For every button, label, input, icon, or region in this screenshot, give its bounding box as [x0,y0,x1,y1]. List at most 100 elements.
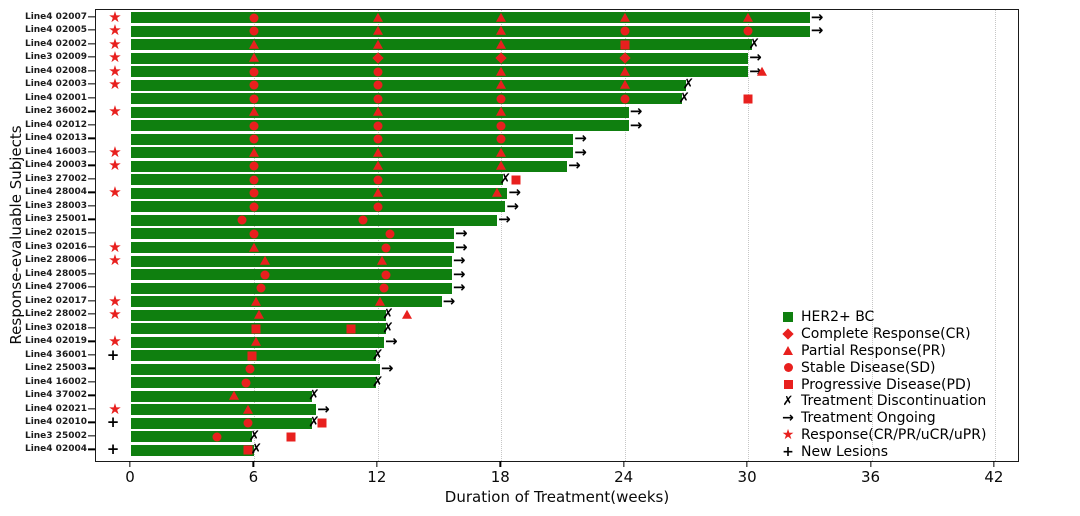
discontinuation-x-icon: ✗ [382,320,394,337]
marker-sd-icon [245,364,255,374]
legend: HER2+ BC Complete Response(CR) Partial Res… [780,309,987,460]
new-lesions-plus-icon: + [106,413,120,432]
subject-label: Line4 28004 [24,187,87,198]
marker-sd-icon [381,243,391,252]
marker-pr-icon [496,106,507,116]
x-tick-label: 12 [367,468,387,486]
ongoing-arrow-icon: → [380,359,394,378]
post-marker-pr-icon [757,66,768,76]
new-lesions-plus-icon: + [106,345,120,364]
marker-pd-icon [346,324,356,334]
y-tick [88,69,95,72]
marker-pr-icon [372,106,383,116]
x-tick [993,461,995,467]
subject-label: Line3 27002 [24,173,87,184]
legend-label: HER2+ BC [801,309,875,326]
marker-pr-icon [619,79,630,89]
y-tick [88,381,95,383]
x-tick [499,461,501,467]
ongoing-arrow-icon: → [508,183,521,202]
x-tick-label: 24 [614,468,634,486]
y-tick [88,218,95,221]
her2-square-shape [783,312,793,323]
treatment-bar [131,174,504,186]
ongoing-arrow-icon: → [629,102,643,121]
response-star-icon: ★ [780,428,796,442]
discontinuation-x-icon: ✗ [248,428,261,445]
subject-label: Line4 02007 [24,11,87,22]
legend-item: → Treatment Ongoing [780,410,986,427]
x-tick [376,461,378,467]
x-tick [746,461,748,467]
subject-label: Line2 02017 [24,295,87,306]
treatment-bar [131,404,317,416]
marker-pr-icon [249,147,260,157]
subject-label: Line4 20003 [24,160,87,171]
marker-pr-icon [496,79,507,89]
legend-label: New Lesions [801,443,889,460]
discontinuation-x-icon: ✗ [371,347,384,364]
y-tick [88,299,95,302]
marker-pr-icon [251,336,262,346]
treatment-bar [131,12,810,23]
marker-pr-icon [743,12,754,22]
marker-pr-icon [372,147,383,157]
discontinuation-x-icon: ✗ [678,90,691,107]
treatment-bar [131,133,574,145]
marker-sd-icon [241,378,251,388]
ongoing-arrow-icon: → [810,7,824,26]
y-tick [88,137,95,139]
marker-pr-icon [496,25,507,35]
marker-sd-icon [212,432,222,442]
marker-pr-icon [249,106,260,116]
subject-label: Line4 28005 [24,268,87,279]
subject-label: Line4 02008 [24,65,87,76]
marker-sd-icon [256,283,266,293]
gridline [871,10,873,461]
marker-pr-icon [372,161,383,171]
marker-sd-icon [373,80,383,90]
response-star-icon: ★ [108,237,122,256]
response-star-icon: ★ [108,291,122,310]
marker-pr-icon [496,147,507,157]
subject-label: Line4 02004 [24,444,87,455]
response-star-glyph: ★ [781,426,795,443]
subject-label: Line2 25003 [24,363,87,374]
marker-sd-icon [373,202,383,212]
response-star-icon: ★ [108,21,122,40]
marker-pr-icon [372,188,383,198]
ongoing-arrow-icon: → [574,129,587,148]
treatment-bar [131,160,568,172]
treatment-bar [131,417,313,429]
x-tick [129,461,131,467]
y-tick [88,15,95,18]
x-axis-tick-labels: 0 6 12 18 24 30 36 42 [95,468,1019,488]
y-tick [88,56,95,58]
treatment-bar [131,66,749,78]
subject-label: Line3 02018 [24,322,87,333]
x-tick [623,461,625,467]
y-tick [88,151,95,153]
discontinuation-x-icon: ✗ [371,374,384,391]
discontinuation-x-icon: ✗ [308,415,320,432]
discontinuation-x-glyph: ✗ [782,393,794,409]
response-star-icon: ★ [108,48,122,67]
ongoing-arrow-icon: → [454,237,468,256]
ongoing-arrow-icon: → [385,332,398,351]
y-tick [88,42,95,45]
marker-pr-icon [259,255,270,265]
y-tick [88,448,95,451]
marker-sd-icon [249,80,259,90]
marker-sd-icon [243,418,253,428]
pr-triangle-icon [780,346,796,356]
y-tick [88,232,95,234]
gridline [994,10,996,461]
y-tick [88,408,95,410]
legend-item: HER2+ BC [780,309,986,326]
legend-label: Treatment Ongoing [801,410,936,427]
gridline [501,10,503,461]
marker-pr-icon [376,255,387,265]
y-tick [88,340,95,342]
ongoing-arrow-glyph: → [782,410,794,427]
her2-square-icon [780,312,796,323]
